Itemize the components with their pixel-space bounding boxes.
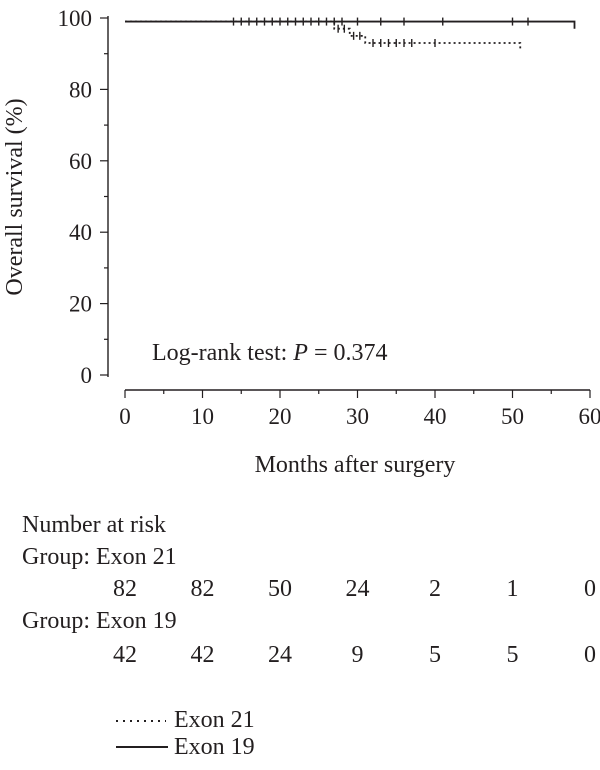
y-tick-label: 0 bbox=[81, 363, 93, 388]
x-tick-label: 60 bbox=[579, 404, 600, 429]
y-tick-label: 80 bbox=[69, 77, 92, 102]
risk-count: 5 bbox=[506, 642, 519, 668]
x-tick-label: 40 bbox=[424, 404, 447, 429]
risk-count: 24 bbox=[345, 576, 370, 602]
legend-swatch-solid bbox=[116, 746, 168, 748]
series-layer bbox=[125, 17, 576, 51]
x-axis-label: Months after surgery bbox=[255, 452, 456, 478]
risk-group-label-exon21: Group: Exon 21 bbox=[22, 544, 177, 570]
x-tick-label: 20 bbox=[269, 404, 292, 429]
risk-count: 50 bbox=[268, 576, 292, 602]
log-rank-annotation: Log-rank test: P = 0.374 bbox=[152, 340, 388, 366]
risk-row-exon19: 42 42 24 9 5 5 0 bbox=[0, 643, 600, 669]
legend-label-exon19: Exon 19 bbox=[174, 734, 255, 760]
x-tick-label: 50 bbox=[501, 404, 524, 429]
risk-row-exon21: 82 82 50 24 2 1 0 bbox=[0, 577, 600, 603]
axes: 0 20 40 60 80 100 0 10 20 30 40 50 60 bbox=[58, 6, 600, 429]
risk-count: 2 bbox=[429, 576, 441, 602]
risk-count: 42 bbox=[113, 642, 137, 668]
risk-count: 82 bbox=[113, 576, 137, 602]
x-tick-label: 10 bbox=[191, 404, 214, 429]
risk-count: 1 bbox=[506, 576, 519, 602]
risk-count: 24 bbox=[268, 642, 292, 668]
risk-count: 82 bbox=[190, 576, 215, 602]
series-line-exon21 bbox=[125, 20, 522, 51]
y-tick-label: 60 bbox=[69, 149, 92, 174]
risk-count: 9 bbox=[351, 642, 364, 668]
risk-count: 5 bbox=[429, 642, 441, 668]
y-tick-label: 40 bbox=[69, 220, 92, 245]
number-at-risk-table: Number at risk Group: Exon 21 82 82 50 24 2 1… bbox=[0, 505, 600, 685]
survival-chart: 0 20 40 60 80 100 0 10 20 30 40 50 60 Overall surviv… bbox=[2, 6, 600, 478]
legend: Exon 21 Exon 19 bbox=[0, 700, 600, 770]
series-line-exon19 bbox=[125, 20, 576, 29]
y-tick-label: 20 bbox=[69, 292, 92, 317]
y-axis-label: Overall survival (%) bbox=[2, 98, 28, 295]
risk-table-title: Number at risk bbox=[22, 512, 166, 538]
risk-count: 42 bbox=[190, 642, 215, 668]
risk-group-label-exon19: Group: Exon 19 bbox=[22, 608, 177, 634]
legend-label-exon21: Exon 21 bbox=[174, 707, 255, 733]
legend-swatch-dotted bbox=[116, 720, 166, 722]
x-tick-label: 0 bbox=[119, 404, 131, 429]
risk-count: 0 bbox=[584, 576, 596, 602]
y-tick-label: 100 bbox=[58, 6, 93, 31]
x-tick-label: 30 bbox=[346, 404, 369, 429]
risk-count: 0 bbox=[584, 642, 596, 668]
